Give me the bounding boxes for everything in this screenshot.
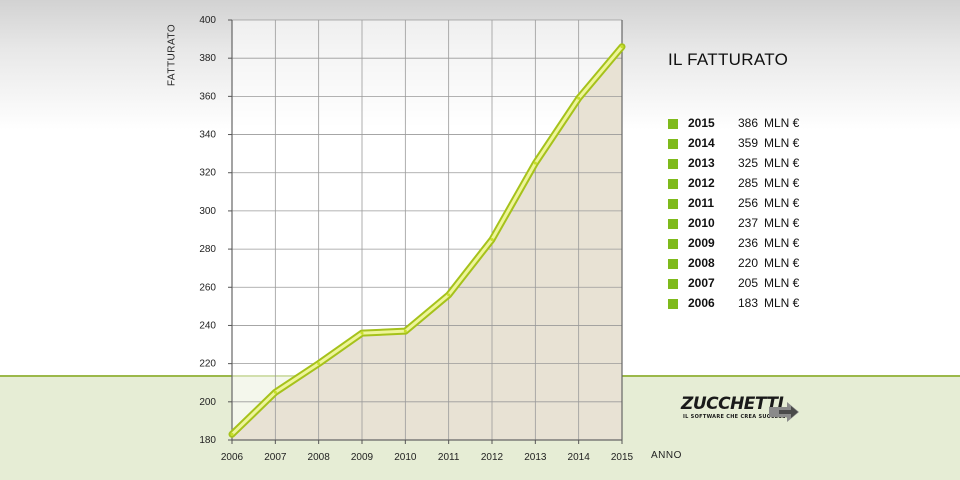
data-point-2011 — [447, 293, 451, 297]
legend-year: 2009 — [688, 236, 715, 250]
y-tick-label-280: 280 — [199, 244, 216, 255]
legend-marker — [668, 119, 678, 129]
y-tick-label-260: 260 — [199, 282, 216, 293]
x-tick-label-2009: 2009 — [351, 452, 374, 463]
legend-year: 2007 — [688, 276, 715, 290]
legend-year: 2011 — [688, 196, 715, 210]
x-tick-label-2014: 2014 — [568, 452, 591, 463]
legend-unit: MLN € — [764, 276, 800, 290]
y-tick-label-240: 240 — [199, 320, 216, 331]
legend-year: 2014 — [688, 136, 715, 150]
legend-marker — [668, 279, 678, 289]
data-point-2014 — [577, 96, 581, 100]
x-tick-label-2011: 2011 — [438, 452, 460, 463]
legend-unit: MLN € — [764, 116, 800, 130]
legend-item-2006: 2006 183 MLN € — [668, 296, 828, 316]
legend-marker — [668, 139, 678, 149]
data-point-2012 — [490, 238, 494, 242]
data-point-2007 — [273, 390, 277, 394]
legend-value: 386 — [737, 116, 758, 130]
legend-year: 2015 — [688, 116, 715, 130]
legend-marker — [668, 159, 678, 169]
x-tick-label-2007: 2007 — [264, 452, 287, 463]
data-point-2015 — [620, 45, 624, 49]
y-tick-label-380: 380 — [199, 53, 216, 64]
legend-value: 285 — [737, 176, 758, 190]
data-point-2013 — [533, 161, 537, 165]
series-line — [230, 45, 624, 436]
revenue-legend: 2015 386 MLN €2014 359 MLN €2013 325 MLN €2012… — [668, 116, 828, 316]
arrow-logo-icon — [769, 402, 799, 422]
legend-year: 2008 — [688, 256, 715, 270]
data-point-2008 — [317, 362, 321, 366]
logo-tagline: IL SOFTWARE CHE CREA SUCCESSO — [683, 414, 791, 420]
legend-item-2010: 2010 237 MLN € — [668, 216, 828, 236]
legend-item-2015: 2015 386 MLN € — [668, 116, 828, 136]
legend-unit: MLN € — [764, 196, 800, 210]
legend-unit: MLN € — [764, 136, 800, 150]
legend-unit: MLN € — [764, 236, 800, 250]
legend-value: 183 — [737, 296, 758, 310]
legend-item-2012: 2012 285 MLN € — [668, 176, 828, 196]
y-tick-label-340: 340 — [199, 130, 216, 141]
legend-year: 2013 — [688, 156, 715, 170]
legend-value: 237 — [737, 216, 758, 230]
x-tick-label-2010: 2010 — [394, 452, 417, 463]
data-point-2006 — [230, 432, 234, 436]
legend-unit: MLN € — [764, 296, 800, 310]
x-tick-label-2012: 2012 — [481, 452, 504, 463]
x-tick-label-2015: 2015 — [611, 452, 634, 463]
x-axis-title: ANNO — [651, 450, 682, 461]
legend-year: 2006 — [688, 296, 715, 310]
legend-value: 220 — [737, 256, 758, 270]
legend-item-2011: 2011 256 MLN € — [668, 196, 828, 216]
legend-value: 359 — [737, 136, 758, 150]
data-point-2010 — [403, 329, 407, 333]
y-tick-label-180: 180 — [199, 435, 216, 446]
legend-value: 236 — [737, 236, 758, 250]
legend-item-2008: 2008 220 MLN € — [668, 256, 828, 276]
y-tick-label-360: 360 — [199, 91, 216, 102]
legend-item-2014: 2014 359 MLN € — [668, 136, 828, 156]
legend-unit: MLN € — [764, 176, 800, 190]
legend-item-2013: 2013 325 MLN € — [668, 156, 828, 176]
y-tick-label-220: 220 — [199, 359, 216, 370]
legend-marker — [668, 239, 678, 249]
data-point-2009 — [360, 331, 364, 335]
legend-value: 205 — [737, 276, 758, 290]
legend-value: 256 — [737, 196, 758, 210]
zucchetti-logo: ZUCCHETTI IL SOFTWARE CHE CREA SUCCESSO — [681, 394, 801, 426]
x-tick-label-2008: 2008 — [308, 452, 331, 463]
legend-unit: MLN € — [764, 216, 800, 230]
y-tick-label-200: 200 — [199, 397, 216, 408]
y-tick-label-300: 300 — [199, 206, 216, 217]
y-axis-title: FATTURATO — [166, 23, 178, 87]
x-tick-label-2013: 2013 — [524, 452, 547, 463]
legend-unit: MLN € — [764, 256, 800, 270]
logo-wordmark: ZUCCHETTI — [681, 394, 784, 414]
legend-marker — [668, 219, 678, 229]
legend-unit: MLN € — [764, 156, 800, 170]
x-tick-label-2006: 2006 — [221, 452, 244, 463]
y-axis-title-box: FATTURATO — [158, 20, 186, 90]
legend-marker — [668, 199, 678, 209]
legend-value: 325 — [737, 156, 758, 170]
legend-year: 2012 — [688, 176, 715, 190]
panel-title: IL FATTURATO — [668, 50, 789, 69]
y-tick-label-320: 320 — [199, 168, 216, 179]
legend-item-2007: 2007 205 MLN € — [668, 276, 828, 296]
legend-year: 2010 — [688, 216, 715, 230]
legend-marker — [668, 299, 678, 309]
legend-marker — [668, 259, 678, 269]
area-fill — [232, 46, 622, 441]
legend-item-2009: 2009 236 MLN € — [668, 236, 828, 256]
legend-marker — [668, 179, 678, 189]
y-tick-label-400: 400 — [199, 15, 216, 26]
